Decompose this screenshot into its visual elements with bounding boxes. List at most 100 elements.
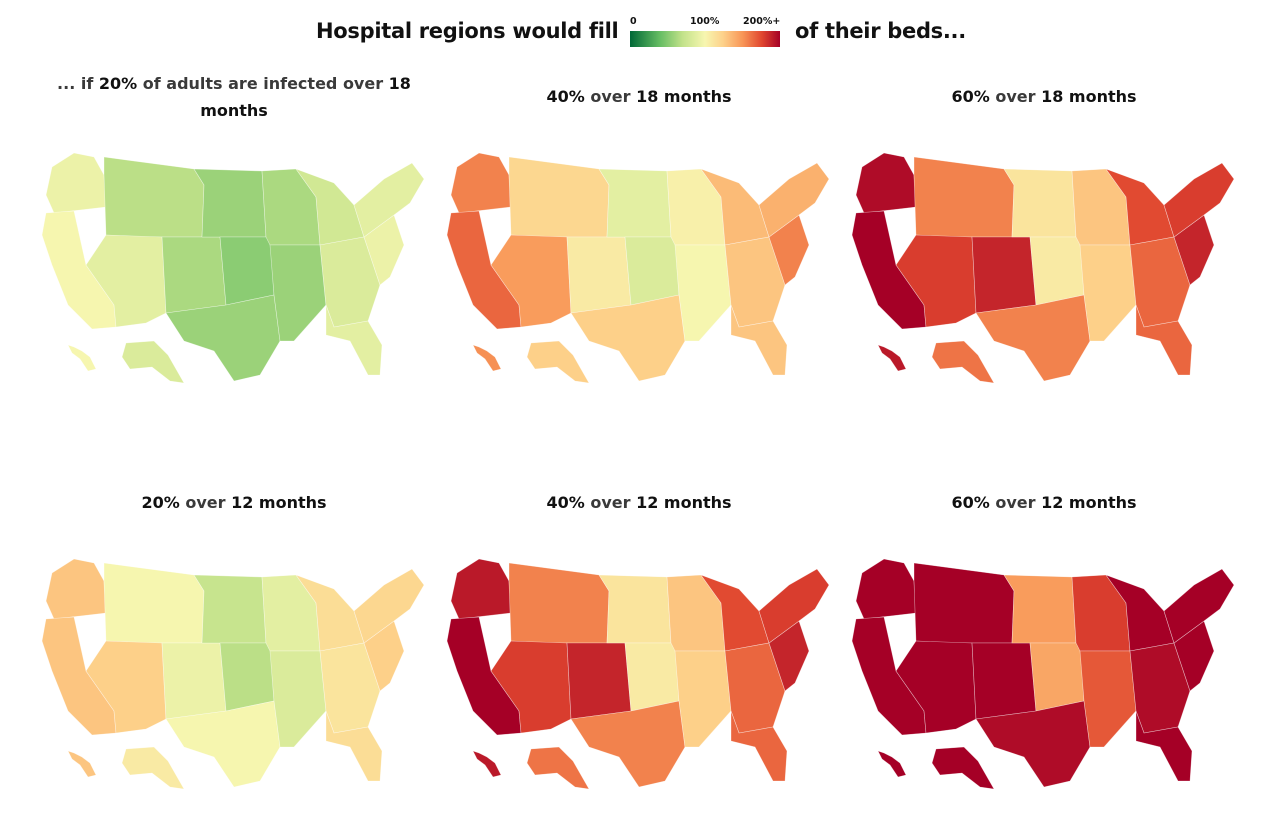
choropleth-map <box>41 152 425 384</box>
region-northeast <box>353 162 425 238</box>
region-alaska <box>931 340 995 384</box>
region-pacific-nw <box>450 558 512 620</box>
map-panel-20-12: 20% over 12 months <box>34 476 434 816</box>
title-part: 40% <box>546 493 585 512</box>
title-part: over <box>584 493 637 512</box>
legend-tick-200: 200%+ <box>743 16 781 27</box>
title-part: over <box>584 87 637 106</box>
region-alaska <box>931 746 995 790</box>
title-part: 18 <box>636 87 659 106</box>
region-florida <box>730 710 788 782</box>
region-northeast <box>1163 568 1235 644</box>
region-hawaii <box>67 750 97 778</box>
map-panel-20-18: ... if 20% of adults are infected over 1… <box>34 70 434 410</box>
legend-gradient-bar <box>630 31 780 47</box>
region-hawaii <box>67 344 97 372</box>
region-texas <box>975 700 1091 788</box>
region-south-central <box>1079 650 1137 748</box>
region-colorado <box>971 642 1037 720</box>
region-mountain-south <box>895 234 977 328</box>
title-part: over <box>989 493 1042 512</box>
region-south-central <box>1079 244 1137 342</box>
region-mountain-south <box>490 640 572 734</box>
region-florida <box>1135 710 1193 782</box>
region-south-central <box>674 244 732 342</box>
region-plains-south <box>624 642 680 712</box>
region-mountain-north <box>508 562 610 644</box>
region-florida <box>325 710 383 782</box>
region-mountain-north <box>913 562 1015 644</box>
region-texas <box>570 700 686 788</box>
region-hawaii <box>877 750 907 778</box>
region-west-coast <box>41 210 117 330</box>
region-colorado <box>566 642 632 720</box>
panel-title: ... if 20% of adults are infected over 1… <box>34 70 434 124</box>
region-northeast <box>1163 162 1235 238</box>
region-colorado <box>971 236 1037 314</box>
choropleth-map <box>41 558 425 790</box>
region-plains-north <box>1003 168 1077 238</box>
region-pacific-nw <box>45 558 107 620</box>
region-northeast <box>758 568 830 644</box>
map-panel-40-18: 40% over 18 months <box>439 70 839 410</box>
title-part: 12 <box>636 493 659 512</box>
color-legend: 0 100% 200%+ <box>630 16 780 48</box>
region-plains-south <box>219 236 275 306</box>
region-west-coast <box>851 616 927 736</box>
region-plains-south <box>1029 642 1085 712</box>
region-mountain-north <box>913 156 1015 238</box>
panel-title: 20% over 12 months <box>34 489 434 516</box>
region-mountain-north <box>103 156 205 238</box>
title-part: months <box>658 87 732 106</box>
title-part: 12 <box>231 493 254 512</box>
title-part: 60% <box>951 87 990 106</box>
region-northeast <box>353 568 425 644</box>
title-part: 20% <box>98 74 138 93</box>
region-west-coast <box>446 616 522 736</box>
legend-tick-100: 100% <box>690 16 720 27</box>
title-part: of adults are infected over <box>137 74 389 93</box>
region-plains-north <box>1003 574 1077 644</box>
legend-tick-0: 0 <box>630 16 637 27</box>
title-part: months <box>200 101 268 120</box>
region-plains-south <box>1029 236 1085 306</box>
region-west-coast <box>446 210 522 330</box>
region-northeast <box>758 162 830 238</box>
page-header: Hospital regions would fill 0 100% 200%+… <box>0 14 1268 54</box>
region-mountain-south <box>895 640 977 734</box>
title-part: 18 <box>388 74 411 93</box>
title-part: months <box>1063 87 1137 106</box>
title-part: 12 <box>1041 493 1064 512</box>
region-mountain-south <box>490 234 572 328</box>
region-hawaii <box>472 750 502 778</box>
title-part: months <box>253 493 327 512</box>
panel-title: 60% over 12 months <box>844 489 1244 516</box>
region-plains-north <box>598 168 672 238</box>
region-south-central <box>269 244 327 342</box>
region-mountain-north <box>508 156 610 238</box>
title-part: over <box>179 493 232 512</box>
map-panel-40-12: 40% over 12 months <box>439 476 839 816</box>
headline-lead: Hospital regions would fill <box>316 19 619 43</box>
choropleth-map <box>851 152 1235 384</box>
region-colorado <box>566 236 632 314</box>
region-florida <box>730 304 788 376</box>
region-alaska <box>121 340 185 384</box>
title-part: ... if <box>57 74 99 93</box>
region-pacific-nw <box>855 558 917 620</box>
region-pacific-nw <box>855 152 917 214</box>
region-west-coast <box>851 210 927 330</box>
region-texas <box>570 294 686 382</box>
region-plains-north <box>193 574 267 644</box>
title-part: 18 <box>1041 87 1064 106</box>
title-part: months <box>1063 493 1137 512</box>
title-part: 20% <box>141 493 180 512</box>
choropleth-map <box>446 558 830 790</box>
region-alaska <box>526 746 590 790</box>
region-alaska <box>121 746 185 790</box>
region-south-central <box>269 650 327 748</box>
region-plains-south <box>219 642 275 712</box>
region-pacific-nw <box>45 152 107 214</box>
region-plains-north <box>598 574 672 644</box>
map-panel-60-18: 60% over 18 months <box>844 70 1244 410</box>
